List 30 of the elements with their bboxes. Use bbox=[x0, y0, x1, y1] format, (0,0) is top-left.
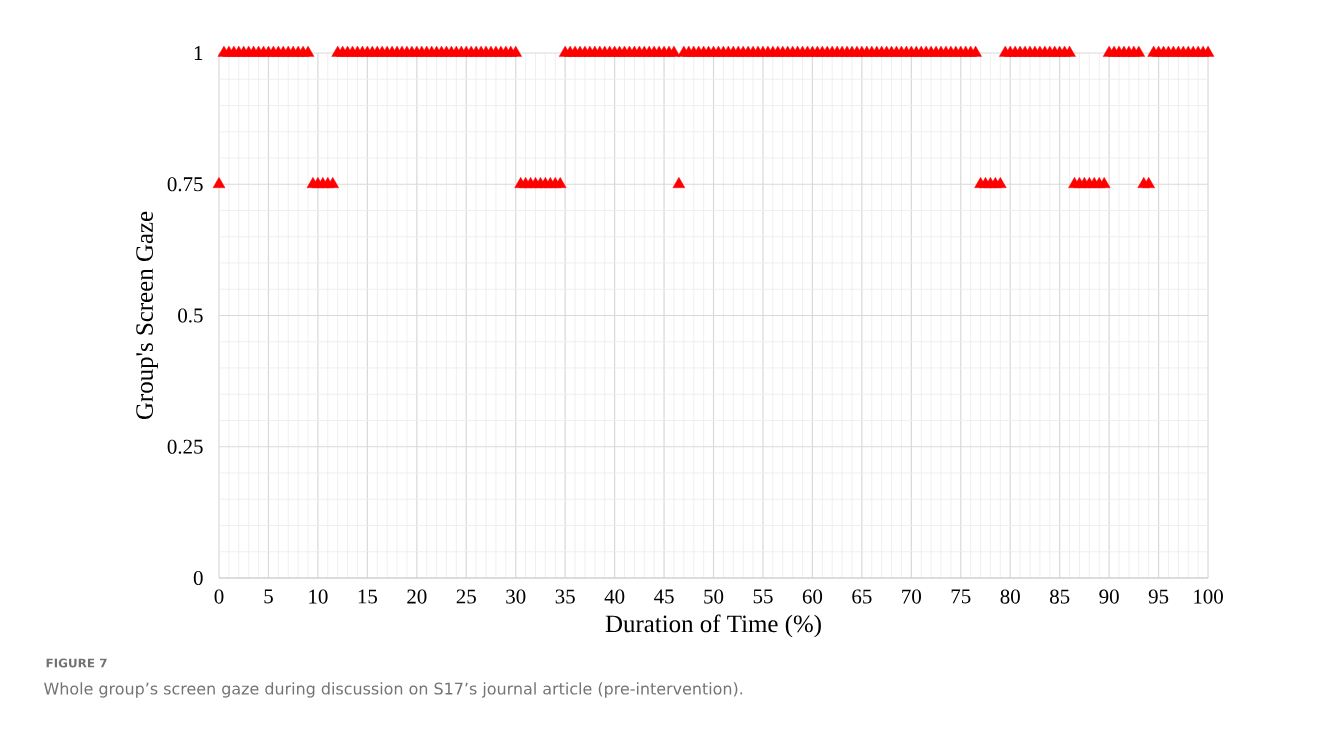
x-tick-label: 85 bbox=[1050, 589, 1070, 604]
x-tick-label: 80 bbox=[1000, 589, 1020, 604]
y-tick-label: 0 bbox=[193, 570, 203, 586]
y-tick-label: 0.25 bbox=[167, 439, 203, 454]
x-tick-label: 65 bbox=[852, 589, 872, 604]
caption: FIGURE 7 bbox=[46, 658, 107, 668]
x-tick-label: 95 bbox=[1148, 589, 1169, 604]
x-tick-label: 5 bbox=[264, 589, 273, 604]
y-tick-label: 1 bbox=[194, 46, 203, 60]
x-tick-label: 60 bbox=[802, 589, 823, 604]
x-tick-label: 35 bbox=[555, 589, 575, 604]
x-tick-label: 70 bbox=[902, 589, 921, 604]
x-tick-label: 50 bbox=[704, 589, 724, 604]
x-tick-label: 25 bbox=[456, 589, 476, 604]
x-tick-label: 20 bbox=[407, 589, 427, 604]
x-tick-label: 40 bbox=[604, 589, 625, 604]
x-tick-label: 15 bbox=[358, 589, 377, 604]
x-tick-label: 10 bbox=[309, 589, 328, 604]
x-tick-label: 45 bbox=[654, 589, 674, 604]
x-tick-label: 0 bbox=[214, 589, 224, 604]
y-tick-label: 0.5 bbox=[178, 308, 203, 323]
y-tick-label: 0.75 bbox=[167, 177, 203, 192]
x-tick-label: 100 bbox=[1194, 589, 1223, 604]
x-axis-title: Duration of Time (%) bbox=[605, 614, 821, 638]
x-tick-label: 75 bbox=[951, 589, 971, 604]
text: Whole group’s screen gaze during discussion on S17’s journal article (pre-intervention). bbox=[44, 682, 743, 698]
y-axis-title: Group's Screen Gaze bbox=[136, 211, 159, 420]
x-tick-label: 55 bbox=[753, 589, 773, 604]
x-tick-label: 30 bbox=[506, 589, 526, 604]
x-tick-label: 90 bbox=[1099, 589, 1119, 604]
